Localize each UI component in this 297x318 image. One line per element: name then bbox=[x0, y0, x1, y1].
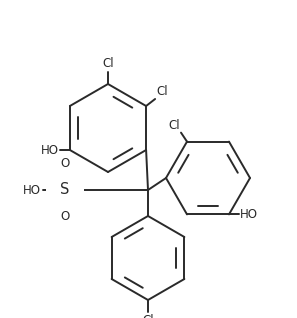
Text: HO: HO bbox=[240, 208, 258, 221]
Text: Cl: Cl bbox=[142, 314, 154, 318]
Text: O: O bbox=[60, 157, 69, 170]
Text: Cl: Cl bbox=[102, 57, 114, 70]
Text: O: O bbox=[60, 210, 69, 223]
Text: Cl: Cl bbox=[156, 85, 168, 98]
Text: Cl: Cl bbox=[168, 119, 180, 132]
Text: HO: HO bbox=[41, 143, 59, 156]
Text: S: S bbox=[60, 183, 70, 197]
Text: HO: HO bbox=[23, 183, 41, 197]
